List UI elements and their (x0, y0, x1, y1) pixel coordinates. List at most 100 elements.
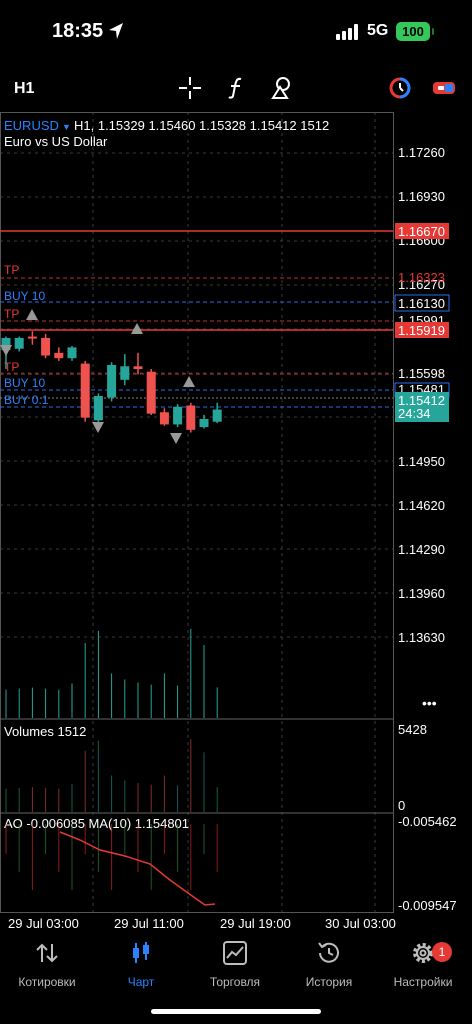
price-tick: 1.13960 (398, 586, 445, 601)
ohlc-quote: H1, 1.15329 1.15460 1.15328 1.15412 1512 (74, 118, 329, 133)
buy-label-3: BUY 0.1 (4, 393, 49, 407)
buy-value-1: 1.16130 (398, 296, 445, 311)
nav-settings[interactable]: 1 Настройки (376, 940, 470, 989)
chart-toolbar: H1 (0, 64, 472, 112)
nav-trade[interactable]: Торговля (188, 940, 282, 989)
candle-body (212, 409, 222, 422)
time-tick: 29 Jul 11:00 (114, 916, 184, 931)
nav-label: История (305, 975, 353, 989)
nav-history[interactable]: История (282, 940, 376, 989)
cellular-signal-icon (336, 24, 358, 40)
time-tick: 30 Jul 03:00 (325, 916, 396, 931)
candle-body (107, 364, 117, 398)
price-tick: 1.15598 (398, 366, 445, 381)
ao-histogram (5, 824, 218, 890)
notification-badge: 1 (432, 942, 452, 962)
volume-bars-main (5, 628, 218, 718)
volumes-min: 0 (398, 798, 405, 813)
candle-body (186, 405, 196, 430)
buy-tag-1 (394, 294, 450, 312)
nav-chart[interactable]: Чарт (94, 940, 188, 989)
location-arrow-icon (109, 23, 123, 39)
price-tick: 1.16930 (398, 189, 445, 204)
candle-body (146, 371, 156, 414)
tp-value-1: 1.16323 (398, 270, 445, 285)
current-price: 1.15412 (398, 393, 445, 408)
buy-arrow-icon (26, 309, 38, 320)
nav-label: Чарт (127, 975, 155, 989)
candle-body (67, 347, 77, 359)
candlesticks (1, 331, 222, 433)
candle-body (159, 412, 169, 425)
buy-label-2: BUY 10 (4, 376, 45, 390)
candle-timer: 24:34 (398, 406, 431, 421)
price-chart[interactable]: EURUSD ▼ H1, 1.15329 1.15460 1.15328 1.1… (0, 112, 472, 932)
trade-chart-icon (223, 941, 247, 965)
tp-label-3: TP (4, 360, 19, 374)
candle-body (133, 366, 143, 370)
level-tag-red-top (395, 223, 449, 239)
network-type: 5G (367, 22, 389, 39)
time-tick: 29 Jul 19:00 (220, 916, 291, 931)
level-tag-red-mid (395, 322, 449, 338)
sell-arrow-icon (0, 345, 12, 356)
level-value-red-top: 1.16670 (398, 224, 445, 239)
volumes-max: 5428 (398, 722, 427, 737)
sell-arrow-icon (92, 422, 104, 433)
ao-top: -0.005462 (398, 814, 457, 829)
history-clock-icon (318, 942, 339, 963)
candle-body (199, 419, 209, 428)
nav-label: Настройки (393, 975, 453, 989)
crosshair-icon[interactable] (178, 76, 202, 100)
nav-label: Котировки (18, 975, 76, 989)
more-options-icon[interactable]: ••• (422, 695, 437, 711)
indicators-function-icon[interactable] (224, 76, 248, 100)
volumes-title: Volumes 1512 (4, 724, 86, 739)
candle-body (173, 406, 183, 425)
gear-icon (413, 943, 433, 963)
buy-label-1: BUY 10 (4, 289, 45, 303)
candle-body (41, 337, 51, 356)
candle-body (27, 336, 37, 339)
tp-label-2: TP (4, 307, 19, 321)
candle-body (14, 337, 24, 349)
price-tick: 1.14620 (398, 498, 445, 513)
battery-icon: 100 (396, 22, 430, 41)
ao-bottom: -0.009547 (398, 898, 457, 913)
candlestick-chart-icon (133, 942, 149, 963)
battery-tip (432, 28, 434, 35)
home-indicator (151, 1009, 321, 1014)
candle-body (54, 352, 64, 359)
one-click-trading-icon[interactable] (388, 76, 412, 100)
symbol-name[interactable]: EURUSD (4, 118, 59, 133)
clock: 18:35 (52, 20, 104, 42)
price-tick: 1.17260 (398, 145, 445, 160)
status-bar: 18:35 5G 100 (0, 0, 472, 64)
ao-title: AO -0.006085 MA(10) 1.154801 (4, 816, 189, 831)
symbol-description: Euro vs US Dollar (4, 134, 108, 149)
symbol-dropdown-icon[interactable]: ▼ (62, 122, 71, 132)
price-tick: 1.16270 (398, 277, 445, 292)
price-tick: 1.14290 (398, 542, 445, 557)
price-tick: 1.13630 (398, 630, 445, 645)
volume-histogram (5, 739, 218, 812)
drawing-objects-icon[interactable] (270, 76, 294, 100)
nav-label: Торговля (209, 975, 261, 989)
buy-arrow-icon (183, 376, 195, 387)
quotes-arrows-icon (36, 943, 58, 963)
current-price-tag (395, 392, 449, 422)
candle-body (80, 363, 90, 418)
candle-body (93, 396, 103, 421)
nav-quotes[interactable]: Котировки (0, 940, 94, 989)
time-tick: 29 Jul 03:00 (8, 916, 79, 931)
candle-body (1, 337, 11, 351)
level-value-red-mid: 1.15919 (398, 323, 445, 338)
sell-arrow-icon (170, 433, 182, 444)
buy-arrow-icon (131, 323, 143, 334)
candle-body (120, 366, 130, 380)
trade-toggle-icon[interactable] (432, 76, 456, 100)
tp-label-1: TP (4, 263, 19, 277)
ao-ma-line (59, 831, 216, 906)
timeframe-selector[interactable]: H1 (14, 80, 35, 97)
price-tick: 1.14950 (398, 454, 445, 469)
